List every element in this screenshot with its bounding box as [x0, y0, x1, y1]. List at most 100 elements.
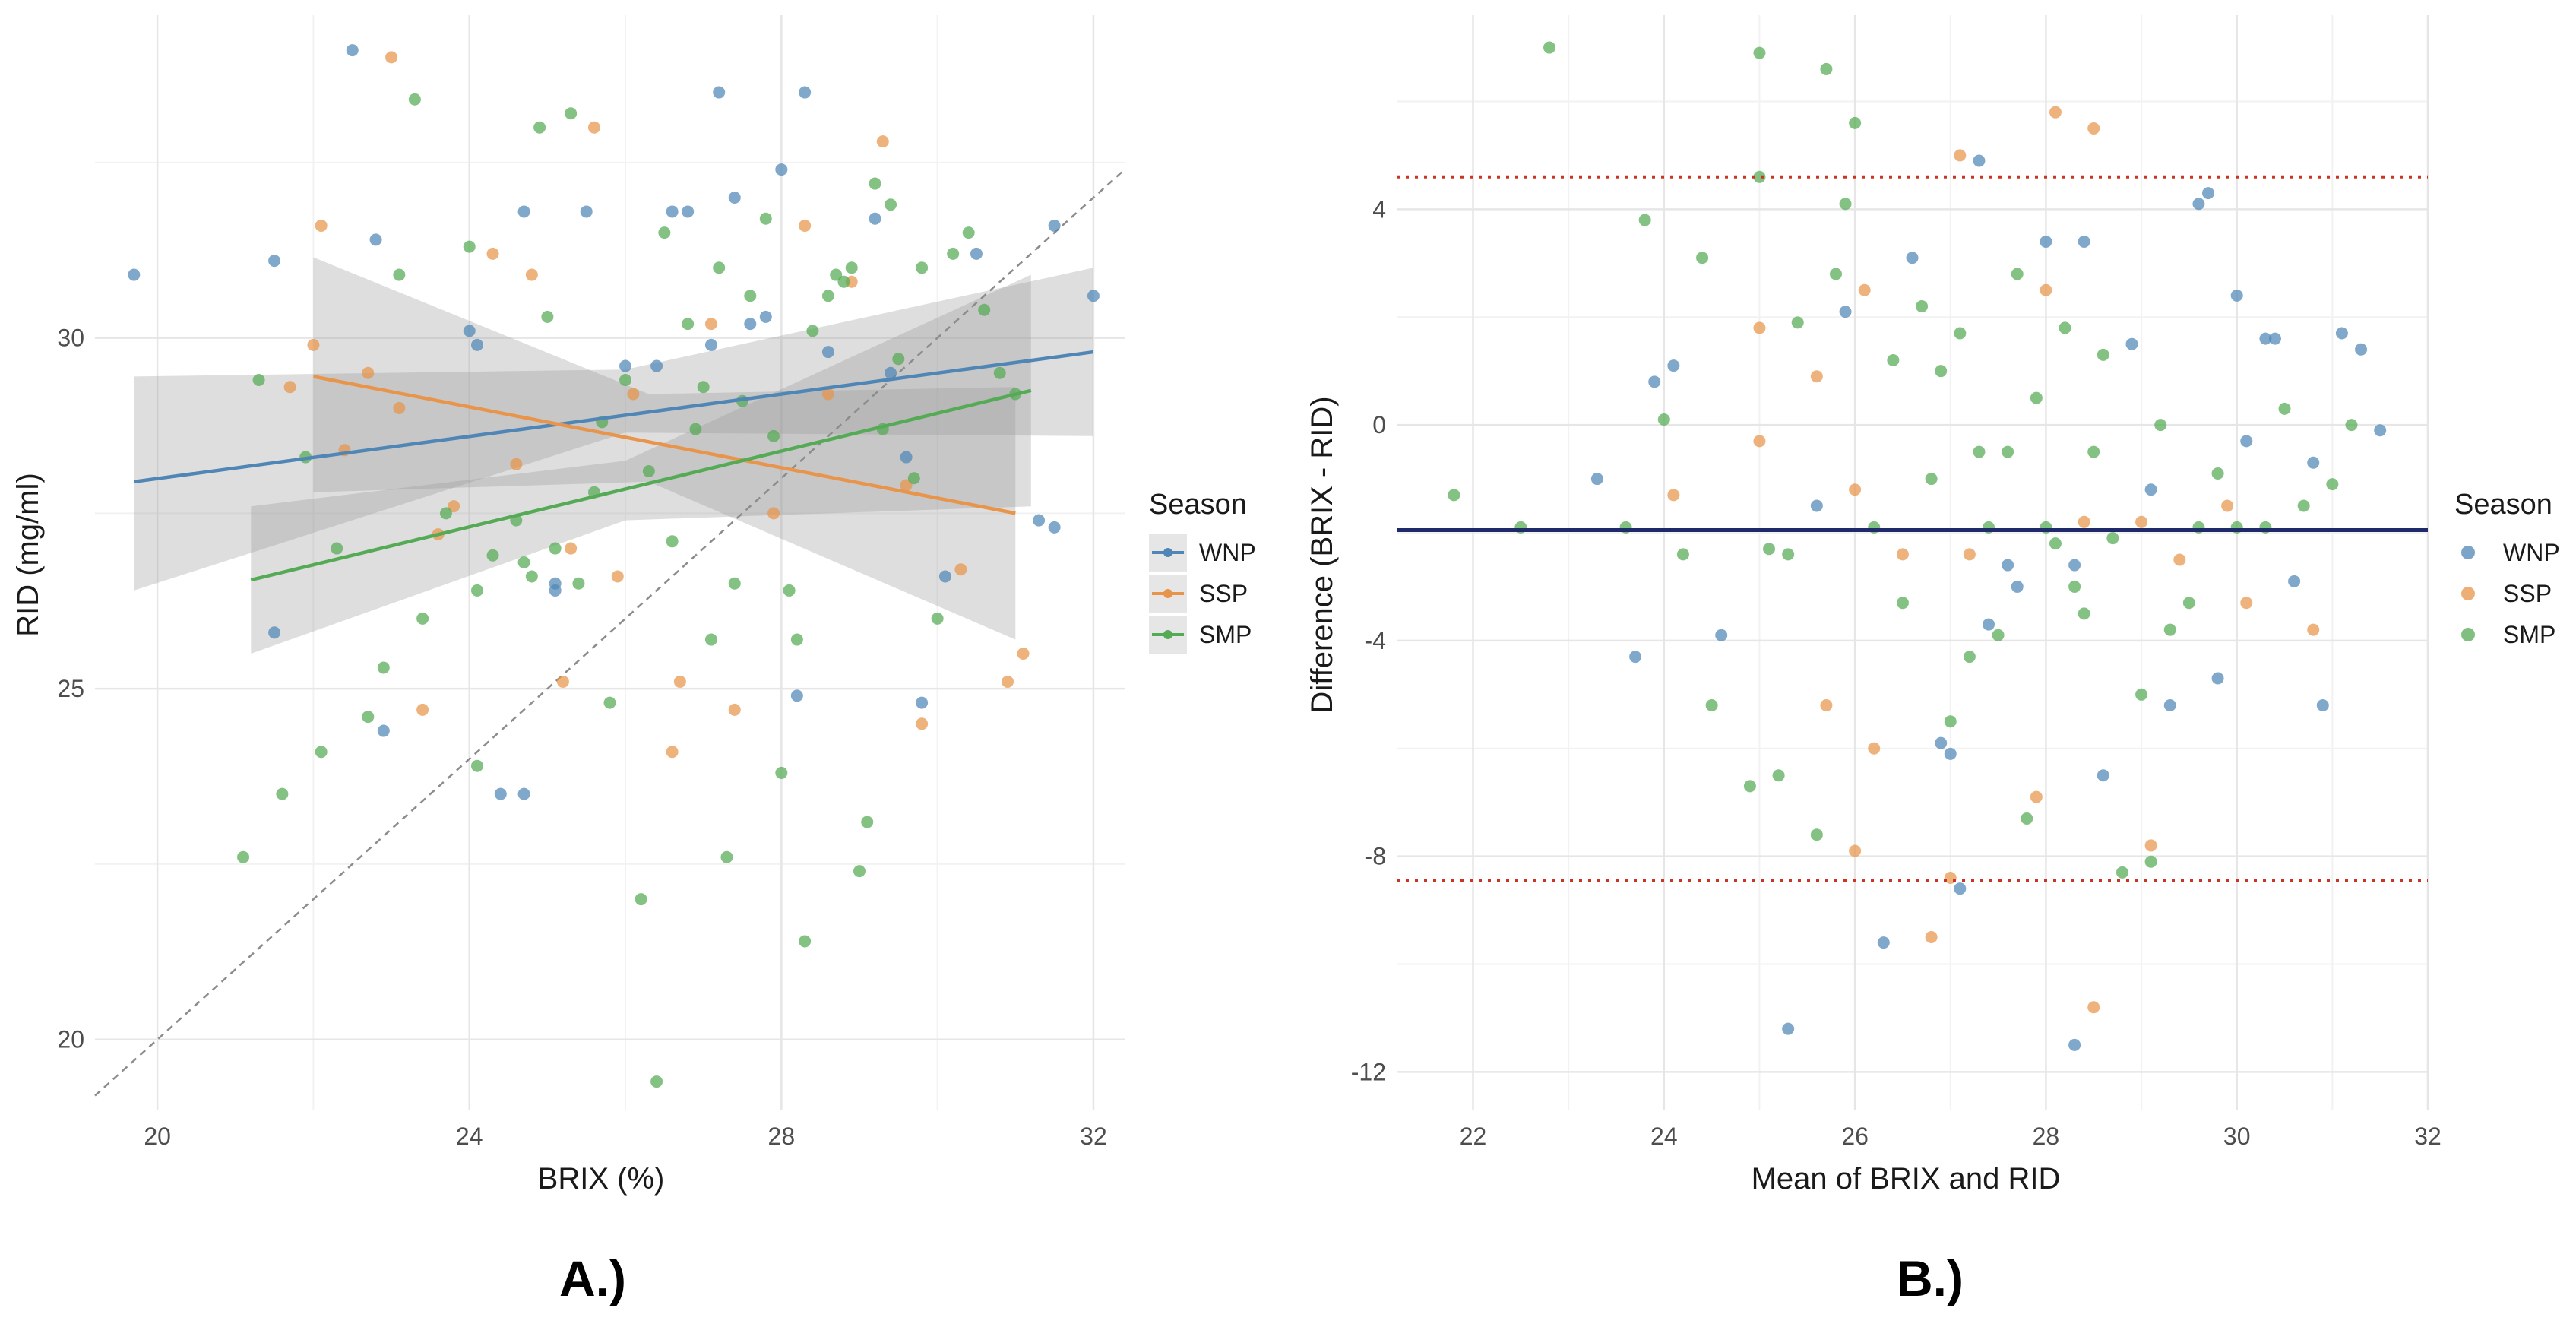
y-tick-label: 30 [57, 325, 84, 352]
fit-line-ssp [312, 375, 1016, 515]
point-smp [837, 275, 850, 288]
point-ssp [1858, 283, 1871, 296]
point-smp [237, 850, 250, 863]
point-wnp [470, 338, 483, 351]
panel-b-legend-key-ssp [2461, 587, 2475, 600]
point-smp [697, 381, 710, 394]
point-wnp [2211, 672, 2224, 685]
point-smp [1676, 548, 1689, 561]
point-smp [682, 318, 695, 331]
panel-a-label: A.) [559, 1250, 626, 1306]
point-ssp [2135, 515, 2148, 528]
point-ssp [821, 388, 834, 401]
point-smp [642, 465, 655, 477]
point-wnp [580, 205, 593, 218]
point-ssp [2173, 553, 2186, 566]
point-wnp [1906, 252, 1919, 264]
point-wnp [790, 689, 803, 702]
point-wnp [494, 787, 507, 800]
point-ssp [916, 717, 929, 730]
point-smp [830, 268, 843, 281]
x-tick-label: 20 [144, 1123, 171, 1150]
point-smp [806, 325, 819, 337]
point-smp [2011, 268, 2024, 280]
point-ssp [1868, 742, 1881, 755]
point-ssp [1896, 548, 1909, 561]
point-smp [650, 1075, 663, 1088]
point-wnp [1839, 306, 1852, 318]
point-smp [315, 746, 328, 759]
panel-b-chart: 22 24 26 28 30 32 -12 -8 -4 0 4 Mean of BRIX and … [1305, 15, 2560, 1306]
point-wnp [2068, 559, 2081, 572]
point-wnp [1629, 651, 1642, 664]
point-ssp [1963, 548, 1976, 561]
point-smp [2021, 812, 2033, 825]
point-smp [1448, 489, 1460, 502]
point-wnp [1715, 629, 1728, 641]
point-smp [658, 226, 671, 239]
point-smp [907, 472, 920, 485]
point-smp [728, 577, 741, 590]
point-wnp [1782, 1022, 1795, 1035]
panel-b-legend-key-wnp [2461, 546, 2475, 559]
point-smp [470, 584, 483, 597]
point-smp [463, 240, 476, 253]
point-smp [821, 290, 834, 302]
point-smp [2002, 445, 2014, 458]
panel-a-chart: 20 24 28 32 20 25 30 BRIX (%) RID (mg/ml) Sea… [11, 15, 1256, 1306]
point-wnp [1973, 154, 1986, 167]
ci-band-ssp [313, 257, 1016, 640]
point-wnp [1810, 499, 1823, 512]
point-smp [1782, 548, 1795, 561]
point-wnp [2288, 575, 2301, 587]
point-ssp [556, 675, 569, 688]
panel-b-gridlines [1397, 15, 2429, 1110]
point-wnp [2335, 327, 2348, 340]
panel-b-x-tick-labels: 22 24 26 28 30 32 [1460, 1123, 2442, 1150]
point-smp [931, 612, 944, 625]
point-ssp [1810, 370, 1823, 383]
point-smp [2154, 419, 2167, 432]
point-smp [1944, 715, 1957, 728]
point-wnp [2374, 424, 2387, 437]
point-wnp [268, 255, 281, 268]
point-smp [2211, 467, 2224, 480]
panel-a-legend-label-wnp: WNP [1199, 539, 1256, 566]
y-tick-label: 20 [57, 1026, 84, 1053]
x-tick-label: 26 [1841, 1123, 1869, 1150]
point-ssp [627, 388, 640, 401]
point-wnp [377, 724, 390, 737]
point-smp [885, 198, 897, 211]
point-ssp [900, 479, 913, 492]
point-ssp [666, 746, 679, 759]
point-wnp [2125, 337, 2138, 350]
x-tick-label: 28 [2033, 1123, 2060, 1150]
x-tick-label: 28 [768, 1123, 796, 1150]
point-wnp [517, 205, 530, 218]
panel-b-legend-label-ssp: SSP [2503, 580, 2552, 607]
point-wnp [463, 325, 476, 337]
point-smp [799, 935, 812, 948]
point-smp [853, 865, 866, 878]
point-smp [790, 633, 803, 646]
point-smp [1839, 198, 1852, 211]
point-wnp [938, 570, 951, 583]
point-ssp [799, 219, 812, 232]
panel-a-y-tick-labels: 20 25 30 [57, 325, 84, 1053]
point-wnp [1944, 747, 1957, 760]
point-ssp [2307, 623, 2320, 636]
point-wnp [744, 318, 757, 331]
point-smp [720, 850, 733, 863]
point-ssp [1017, 648, 1030, 660]
point-wnp [549, 584, 562, 597]
point-smp [993, 366, 1006, 379]
point-ssp [2221, 499, 2234, 512]
y-tick-label: -8 [1365, 843, 1386, 870]
point-ssp [510, 458, 523, 470]
point-smp [1772, 769, 1785, 782]
point-ssp [283, 381, 296, 394]
point-wnp [2040, 235, 2052, 248]
x-tick-label: 32 [2414, 1123, 2442, 1150]
point-ssp [362, 366, 375, 379]
panel-b-y-tick-labels: -12 -8 -4 0 4 [1351, 195, 1386, 1085]
